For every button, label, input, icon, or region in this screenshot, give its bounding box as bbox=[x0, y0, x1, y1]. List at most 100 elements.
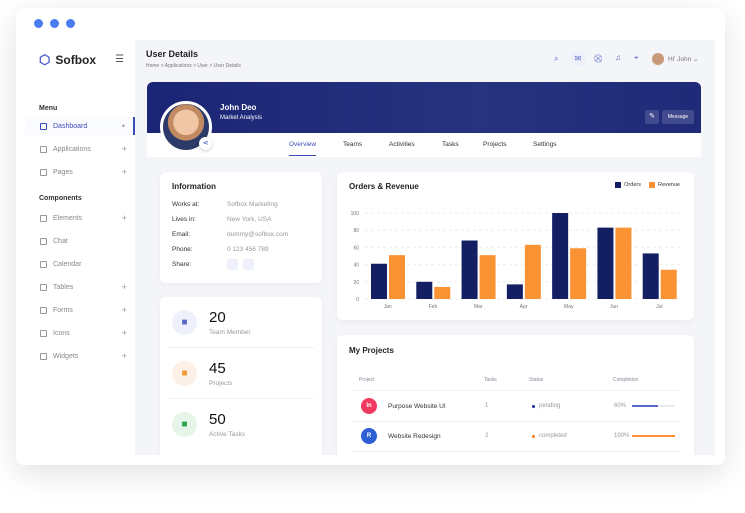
sidebar-item[interactable]: Dashboard • bbox=[25, 117, 135, 135]
bar-orders bbox=[461, 240, 478, 299]
column-header[interactable]: Project bbox=[359, 377, 375, 383]
tab-activities[interactable]: Activities bbox=[389, 141, 415, 148]
menu-item-icon bbox=[40, 260, 47, 268]
information-title: Information bbox=[172, 182, 216, 191]
sidebar-item[interactable]: Calendar bbox=[25, 255, 135, 273]
sidebar-item[interactable]: Forms + bbox=[25, 301, 135, 319]
expand-icon: + bbox=[121, 167, 127, 177]
menu-item-icon bbox=[40, 352, 47, 360]
x-tick-label: Feb bbox=[429, 304, 438, 310]
share-icon[interactable]: ⋖ bbox=[199, 137, 212, 150]
x-tick-label: May bbox=[564, 304, 574, 310]
window-dot bbox=[66, 19, 75, 28]
info-key: Share: bbox=[172, 261, 192, 268]
menu-item-icon bbox=[40, 214, 47, 222]
mail-icon[interactable]: ✉ bbox=[571, 52, 585, 66]
stat-icon: ■ bbox=[172, 361, 197, 386]
y-tick-label: 20 bbox=[353, 280, 359, 286]
info-key: Email: bbox=[172, 231, 191, 238]
bar-revenue bbox=[615, 227, 632, 299]
tab-overview[interactable]: Overview bbox=[289, 141, 317, 156]
twitter-share-icon[interactable] bbox=[243, 259, 254, 270]
information-card: Information Works at: Sofbox Marketing Liv… bbox=[160, 172, 322, 283]
orders-revenue-card: Orders & Revenue Orders Revenue 0 20 40 60 80… bbox=[337, 172, 694, 320]
project-row[interactable]: In Purpose Website UI 1 pending 60% bbox=[337, 397, 694, 415]
sidebar-item-label: Applications bbox=[53, 145, 91, 153]
sidebar-item[interactable]: Chat bbox=[25, 232, 135, 250]
y-tick-label: 80 bbox=[353, 228, 359, 234]
cube-icon: ⬡ bbox=[39, 52, 51, 67]
divider bbox=[351, 390, 680, 391]
bell-icon[interactable]: ♫ bbox=[615, 53, 621, 62]
bar-orders bbox=[506, 284, 523, 299]
tab-projects[interactable]: Projects bbox=[483, 141, 507, 148]
stat-value: 20 bbox=[209, 309, 226, 326]
legend-swatch bbox=[615, 182, 622, 188]
sidebar-item[interactable]: Tables + bbox=[25, 278, 135, 296]
cart-icon[interactable]: ⛒ bbox=[594, 54, 603, 63]
sidebar-item-label: Elements bbox=[53, 214, 83, 222]
menu-toggle-icon[interactable]: ☰ bbox=[115, 54, 124, 65]
divider bbox=[351, 451, 680, 452]
project-tasks: 1 bbox=[485, 403, 489, 409]
facebook-share-icon[interactable] bbox=[227, 259, 238, 270]
sidebar-item[interactable]: Applications + bbox=[25, 140, 135, 158]
sidebar-item[interactable]: Widgets + bbox=[25, 347, 135, 365]
brand-logo[interactable]: ⬡ Sofbox bbox=[39, 52, 96, 68]
stat-label: Team Member bbox=[209, 329, 251, 336]
app-window: ⬡ Sofbox ☰ Menu Components Dashboard • Appl… bbox=[25, 40, 715, 455]
profile-name: John Deo bbox=[220, 103, 257, 112]
column-header[interactable]: Tasks bbox=[484, 377, 497, 383]
project-tasks: 2 bbox=[485, 433, 489, 439]
chevron-down-icon: ⌄ bbox=[693, 56, 699, 63]
stat-value: 45 bbox=[209, 360, 226, 377]
bar-revenue bbox=[479, 255, 496, 299]
edit-button[interactable]: ✎ bbox=[645, 110, 659, 124]
sidebar: ⬡ Sofbox ☰ Menu Components Dashboard • Appl… bbox=[25, 40, 135, 455]
user-menu[interactable]: Hi' John ⌄ bbox=[668, 55, 699, 63]
info-key: Phone: bbox=[172, 246, 193, 253]
y-tick-label: 40 bbox=[353, 263, 359, 269]
bar-revenue bbox=[434, 286, 451, 299]
sidebar-item-label: Chat bbox=[53, 237, 68, 245]
project-row[interactable]: R Website Redesign 2 completed 100% bbox=[337, 427, 694, 445]
x-tick-label: Apr bbox=[520, 304, 528, 310]
x-tick-label: Jan bbox=[384, 304, 392, 310]
legend-swatch bbox=[648, 182, 655, 188]
greeting: Hi' John bbox=[668, 56, 692, 63]
sidebar-item[interactable]: Pages + bbox=[25, 163, 135, 181]
breadcrumb[interactable]: Home > Applications > User > User Detail… bbox=[146, 63, 241, 69]
sidebar-item-label: Icons bbox=[53, 329, 70, 337]
expand-icon: + bbox=[121, 213, 127, 223]
menu-item-icon bbox=[40, 306, 47, 314]
sidebar-item[interactable]: Elements + bbox=[25, 209, 135, 227]
my-projects-card: My Projects Project Tasks Status Completion… bbox=[337, 335, 694, 455]
sidebar-item-label: Calendar bbox=[53, 260, 82, 268]
expand-icon: + bbox=[121, 305, 127, 315]
tab-tasks[interactable]: Tasks bbox=[442, 141, 459, 148]
info-row: Share: bbox=[172, 257, 310, 272]
bar-orders bbox=[642, 253, 659, 299]
window-dot bbox=[34, 19, 43, 28]
bar-orders bbox=[416, 281, 433, 299]
divider bbox=[351, 421, 680, 422]
info-value[interactable]: dummy@sofbox.com bbox=[227, 231, 289, 238]
menu-item-icon bbox=[40, 145, 47, 153]
tab-settings[interactable]: Settings bbox=[533, 141, 557, 148]
stat-label: Projects bbox=[209, 380, 233, 387]
project-status: pending bbox=[539, 403, 561, 409]
sidebar-item-label: Dashboard bbox=[53, 122, 88, 130]
legend-label: Orders bbox=[624, 182, 641, 188]
brand-name: Sofbox bbox=[55, 53, 97, 67]
x-tick-label: Jun bbox=[610, 304, 618, 310]
search-icon[interactable]: ⌕ bbox=[554, 54, 559, 63]
project-status: completed bbox=[539, 433, 567, 439]
stat-label: Active Tasks bbox=[209, 431, 246, 438]
column-header[interactable]: Status bbox=[529, 377, 544, 383]
crosshair-icon[interactable]: ⌖ bbox=[634, 53, 639, 62]
message-button[interactable]: Message bbox=[662, 110, 694, 124]
sidebar-item[interactable]: Icons + bbox=[25, 324, 135, 342]
column-header[interactable]: Completion bbox=[613, 377, 639, 383]
tab-teams[interactable]: Teams bbox=[343, 141, 363, 148]
user-avatar[interactable] bbox=[652, 53, 664, 65]
